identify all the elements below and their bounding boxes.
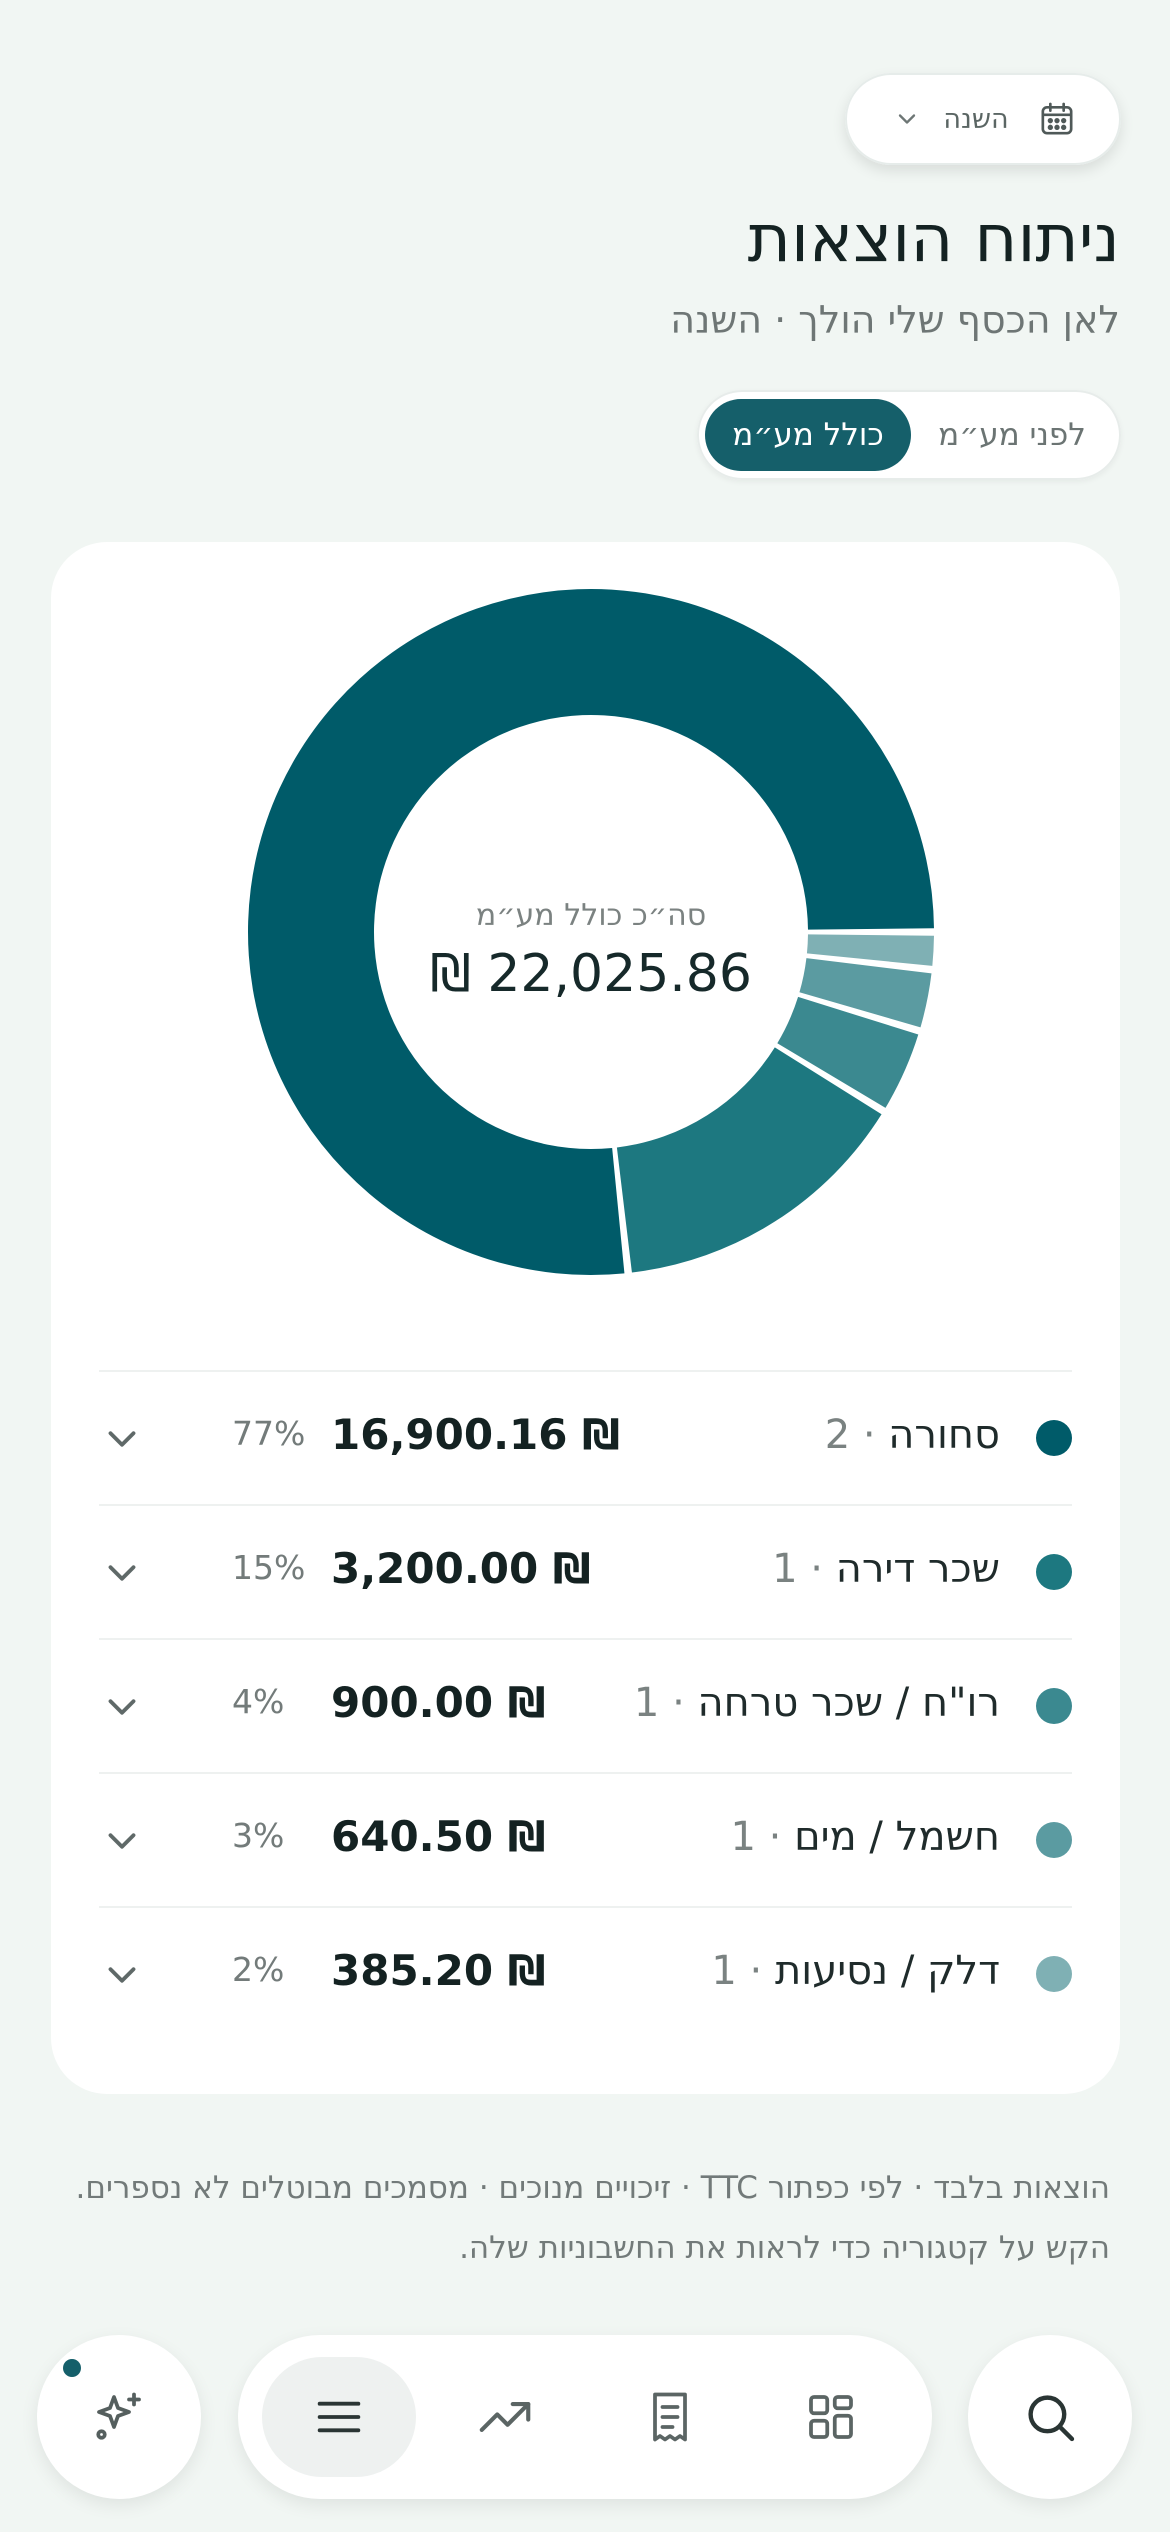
chevron-down-icon[interactable] (99, 1818, 145, 1864)
category-amount: 900.00 ₪ (331, 1678, 546, 1727)
calendar-icon (1041, 102, 1073, 135)
period-label: השנה (943, 103, 1009, 135)
nav-menu[interactable] (262, 2357, 416, 2477)
category-percent: 77% (232, 1414, 306, 1453)
category-amount: 16,900.16 ₪ (331, 1410, 621, 1459)
chevron-down-icon (898, 114, 916, 124)
period-selector[interactable]: השנה (845, 73, 1121, 165)
category-name: סחורה · 2 (824, 1412, 1000, 1458)
search-button[interactable] (968, 2335, 1132, 2499)
expenses-card: סה״כ כולל מע״מ 22,025.86 ₪ סחורה · 2 16,9… (51, 542, 1120, 2094)
grid-icon (809, 2395, 853, 2439)
category-color-dot (1036, 1420, 1072, 1456)
currency-symbol: ₪ (507, 1812, 546, 1861)
category-percent: 4% (232, 1682, 285, 1721)
nav-trends[interactable] (428, 2357, 582, 2477)
chevron-down-icon[interactable] (99, 1550, 145, 1596)
donut-chart (248, 589, 934, 1275)
assistant-button[interactable] (37, 2335, 201, 2499)
category-count: 1 (633, 1680, 660, 1726)
category-color-dot (1036, 1822, 1072, 1858)
vat-option-included[interactable]: כולל מע״מ (705, 399, 911, 471)
currency-symbol: ₪ (552, 1544, 591, 1593)
currency-symbol: ₪ (507, 1678, 546, 1727)
donut-slice-4[interactable] (799, 958, 932, 1028)
donut-slice-2[interactable] (616, 1047, 882, 1273)
chevron-down-icon[interactable] (99, 1952, 145, 1998)
nav-receipts[interactable] (593, 2357, 747, 2477)
category-row[interactable]: דלק / נסיעות · 1 385.20 ₪ 2% (99, 1906, 1072, 2040)
menu-icon (317, 2401, 361, 2433)
donut-slice-5[interactable] (806, 934, 934, 966)
category-percent: 2% (232, 1950, 285, 1989)
category-count: 1 (772, 1546, 798, 1592)
category-row[interactable]: סחורה · 2 16,900.16 ₪ 77% (99, 1370, 1072, 1504)
vat-option-excluded[interactable]: לפני מע״מ (938, 417, 1086, 453)
nav-dashboard[interactable] (754, 2357, 908, 2477)
category-name: חשמל / מים · 1 (730, 1814, 1000, 1860)
category-amount: 640.50 ₪ (331, 1812, 546, 1861)
donut-center-total: 22,025.86 ₪ (430, 944, 752, 1004)
search-icon (1028, 2395, 1075, 2442)
footnote-line-2: הקש על קטגוריה כדי לראות את החשבוניות של… (459, 2230, 1110, 2266)
chevron-down-icon[interactable] (99, 1416, 145, 1462)
chevron-down-icon[interactable] (99, 1684, 145, 1730)
category-amount: 3,200.00 ₪ (331, 1544, 591, 1593)
sparkle-icon (96, 2392, 141, 2440)
category-percent: 3% (232, 1816, 285, 1855)
category-color-dot (1036, 1688, 1072, 1724)
category-count: 1 (730, 1814, 756, 1860)
donut-slice-3[interactable] (777, 996, 919, 1108)
donut-slice-1[interactable] (248, 589, 934, 1275)
currency-symbol: ₪ (582, 1410, 621, 1459)
category-row[interactable]: שכר דירה · 1 3,200.00 ₪ 15% (99, 1504, 1072, 1638)
category-row[interactable]: רו"ח / שכר טרחה · 1 900.00 ₪ 4% (99, 1638, 1072, 1772)
bottom-nav (238, 2335, 932, 2499)
category-amount: 385.20 ₪ (331, 1946, 546, 1995)
footnote-line-1: הוצאות בלבד · לפי כפתור TTC · זיכויים מנ… (75, 2170, 1110, 2206)
category-name: שכר דירה · 1 (772, 1546, 1000, 1592)
category-color-dot (1036, 1956, 1072, 1992)
trending-up-icon (479, 2402, 531, 2432)
category-percent: 15% (232, 1548, 306, 1587)
category-count: 1 (711, 1948, 737, 1994)
notification-dot (63, 2359, 81, 2377)
category-row[interactable]: חשמל / מים · 1 640.50 ₪ 3% (99, 1772, 1072, 1906)
category-color-dot (1036, 1554, 1072, 1590)
category-count: 2 (824, 1412, 851, 1458)
page-title: ניתוח הוצאות (747, 200, 1120, 277)
currency-symbol: ₪ (507, 1946, 546, 1995)
category-name: רו"ח / שכר טרחה · 1 (633, 1680, 1000, 1726)
page-subtitle: לאן הכסף שלי הולך · השנה (670, 298, 1120, 342)
vat-toggle[interactable]: כולל מע״מ לפני מע״מ (697, 390, 1121, 480)
receipt-icon (653, 2392, 687, 2442)
donut-center-label: סה״כ כולל מע״מ (475, 898, 707, 933)
footnote: הוצאות בלבד · לפי כפתור TTC · זיכויים מנ… (50, 2158, 1110, 2278)
category-name: דלק / נסיעות · 1 (711, 1948, 1000, 1994)
